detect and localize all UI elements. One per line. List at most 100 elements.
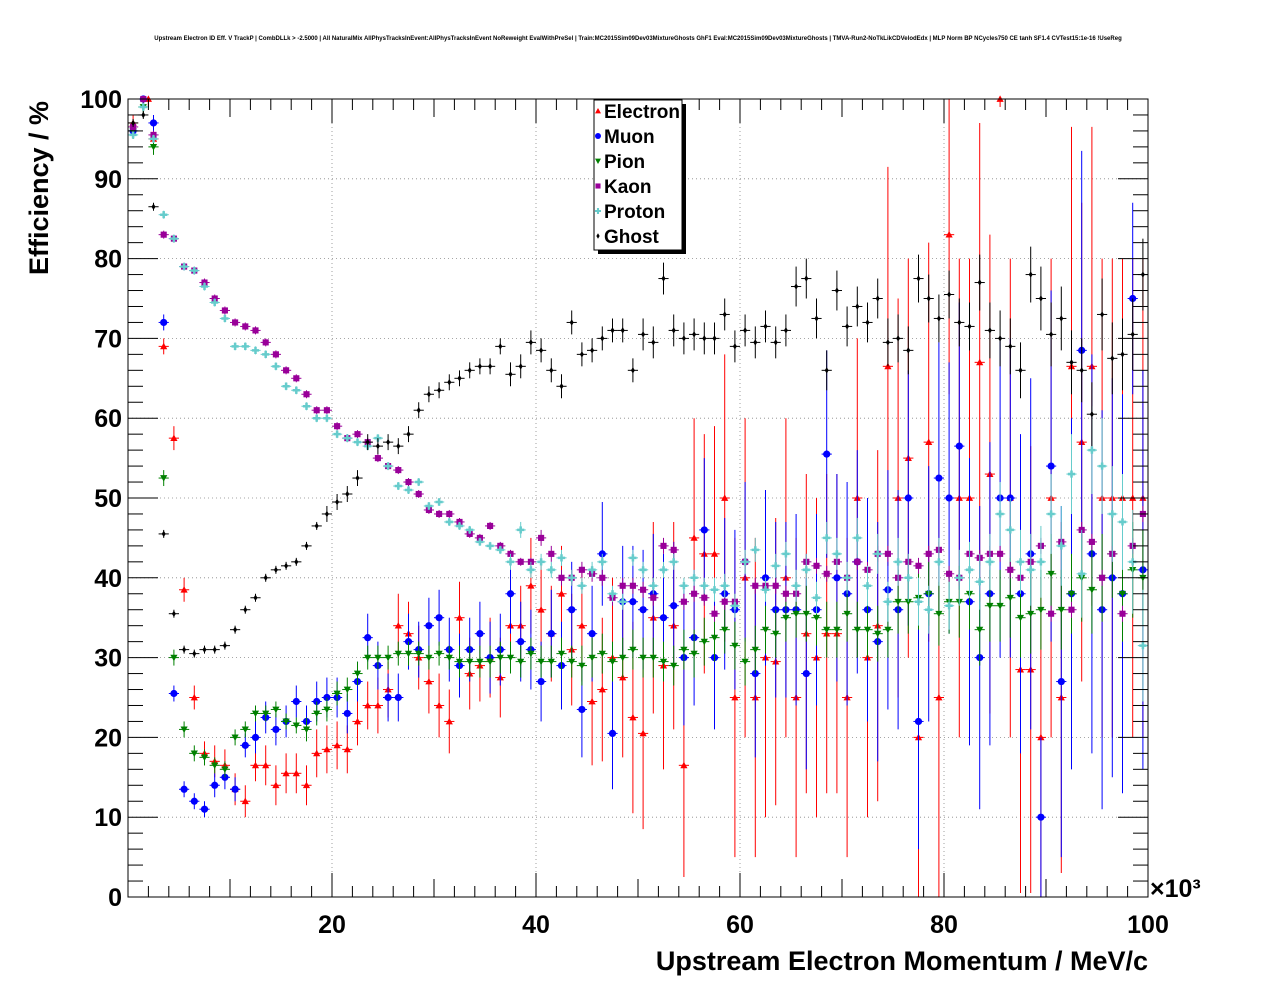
legend-label-muon: Muon xyxy=(604,127,655,148)
proton-point xyxy=(894,558,902,566)
proton-point xyxy=(302,402,311,410)
ghost-point xyxy=(814,315,819,322)
electron-point xyxy=(425,677,433,685)
electron-point xyxy=(710,550,719,557)
proton-point xyxy=(1047,510,1055,518)
ghost-point xyxy=(590,347,595,354)
electron-point xyxy=(721,494,729,501)
electron-point xyxy=(690,534,698,541)
ghost-point xyxy=(977,279,982,286)
ghost-point xyxy=(896,335,901,342)
proton-point xyxy=(1088,446,1096,454)
ghost-point xyxy=(355,474,360,482)
proton-point xyxy=(404,486,413,494)
pion-point xyxy=(894,598,902,606)
electron-point xyxy=(925,438,933,446)
electron-point xyxy=(731,693,739,701)
proton-point xyxy=(812,594,821,602)
y-tick-label: 30 xyxy=(94,645,122,673)
electron-point xyxy=(241,797,249,805)
ghost-point xyxy=(498,343,503,350)
ghost-point xyxy=(681,335,686,342)
ghost-point xyxy=(192,650,197,657)
ghost-point xyxy=(773,339,778,346)
kaon-point xyxy=(660,542,667,549)
ghost-point xyxy=(732,343,737,350)
proton-point xyxy=(1098,462,1106,470)
proton-point xyxy=(914,598,923,606)
ghost-point xyxy=(171,610,176,617)
ghost-point xyxy=(284,562,289,570)
ghost-point xyxy=(314,522,319,530)
pion-point xyxy=(272,706,280,714)
electron-point xyxy=(262,761,270,769)
proton-point xyxy=(241,342,249,350)
pion-point xyxy=(884,626,892,634)
muon-point xyxy=(1047,462,1055,470)
proton-point xyxy=(455,522,464,530)
ghost-point xyxy=(702,335,707,342)
pion-point xyxy=(649,654,657,662)
proton-point xyxy=(415,478,423,486)
pion-point xyxy=(1037,606,1045,614)
pion-point xyxy=(1057,606,1065,614)
muon-point xyxy=(241,741,249,749)
ghost-point xyxy=(263,574,268,582)
pion-point xyxy=(466,658,474,666)
proton-point xyxy=(639,566,647,574)
ghost-point xyxy=(630,367,635,374)
kaon-point xyxy=(782,590,789,597)
proton-point xyxy=(1129,558,1137,566)
pion-point xyxy=(323,706,331,714)
y-tick-label: 20 xyxy=(94,724,122,752)
pion-point xyxy=(160,475,168,482)
pion-point xyxy=(537,658,545,666)
kaon-point xyxy=(1048,610,1055,617)
muon-point xyxy=(190,797,198,805)
muon-point xyxy=(517,638,525,646)
ghost-point xyxy=(1049,331,1054,338)
ghost-point xyxy=(1008,343,1013,350)
proton-point xyxy=(180,262,188,271)
proton-point xyxy=(619,598,627,606)
proton-point xyxy=(955,574,963,582)
pion-point xyxy=(1088,586,1096,594)
kaon-point xyxy=(405,478,412,486)
kaon-point xyxy=(578,566,585,573)
kaon-point xyxy=(691,590,698,597)
kaon-point xyxy=(160,231,167,238)
y-tick-label: 50 xyxy=(94,485,122,513)
ghost-point xyxy=(692,331,697,338)
ghost-point xyxy=(365,438,370,446)
proton-point xyxy=(1006,526,1014,534)
pion-point xyxy=(343,686,351,694)
kaon-point xyxy=(1099,574,1106,581)
proton-point xyxy=(282,382,290,390)
ghost-point xyxy=(457,375,462,382)
proton-point xyxy=(649,582,657,590)
legend-box xyxy=(593,99,683,251)
ghost-point xyxy=(437,387,442,394)
electron-point xyxy=(313,749,321,757)
pion-point xyxy=(608,658,617,666)
proton-point xyxy=(721,582,729,590)
pion-point xyxy=(211,762,219,769)
kaon-point xyxy=(334,423,341,430)
proton-point xyxy=(578,582,586,590)
proton-point xyxy=(986,558,994,566)
muon-point xyxy=(935,474,943,482)
pion-point xyxy=(782,614,790,622)
proton-point xyxy=(568,574,576,582)
legend-marker-electron xyxy=(595,108,601,114)
ghost-point xyxy=(467,367,472,374)
proton-point xyxy=(466,526,474,534)
electron-point xyxy=(557,590,566,597)
pion-point xyxy=(659,658,668,666)
proton-point xyxy=(384,462,392,470)
pion-point xyxy=(690,650,698,658)
pion-point xyxy=(200,754,209,761)
muon-point xyxy=(292,697,300,706)
electron-point xyxy=(445,717,453,725)
ghost-point xyxy=(161,530,166,538)
pion-point xyxy=(1006,594,1014,602)
